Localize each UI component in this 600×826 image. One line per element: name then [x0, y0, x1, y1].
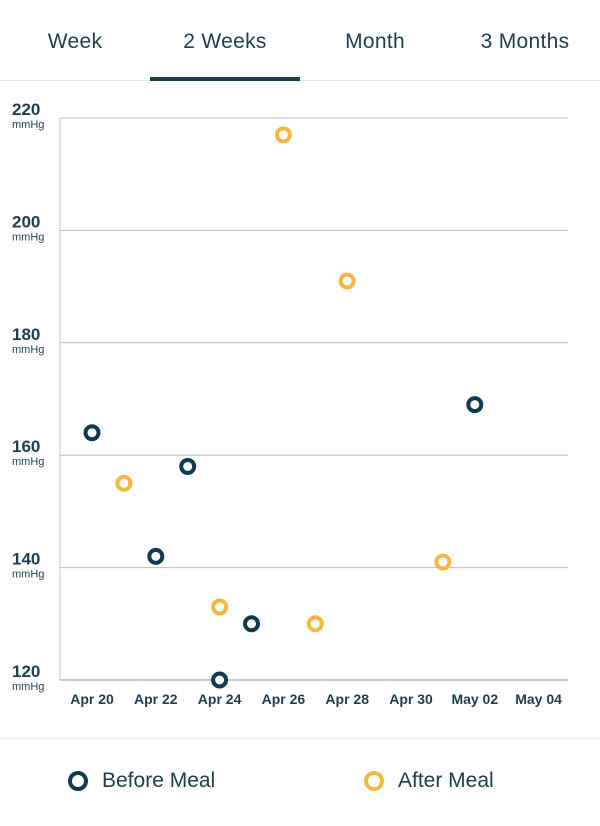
y-tick-label-120: 120 [12, 662, 40, 681]
point-before-meal-apr-20 [83, 424, 101, 442]
point-before-meal-apr-22 [147, 547, 165, 565]
x-tick-label-apr-22: Apr 22 [134, 691, 178, 707]
y-unit-label-180: mmHg [12, 344, 44, 356]
x-tick-label-may-04: May 04 [515, 691, 562, 707]
after-meal-marker-icon [364, 771, 384, 791]
point-before-meal-apr-25 [243, 615, 260, 633]
y-unit-label-220: mmHg [12, 119, 44, 131]
legend-label-after-meal: After Meal [398, 769, 494, 792]
x-tick-label-may-02: May 02 [451, 691, 498, 707]
y-unit-label-200: mmHg [12, 231, 44, 243]
point-after-meal-apr-26 [274, 126, 292, 144]
point-after-meal-apr-21 [115, 474, 133, 492]
before-meal-marker-icon [68, 771, 88, 791]
y-tick-label-200: 200 [12, 212, 40, 231]
tab-month[interactable]: Month [345, 30, 405, 53]
legend-item-before-meal: Before Meal [68, 769, 215, 793]
tab-3-months[interactable]: 3 Months [480, 30, 570, 53]
x-tick-label-apr-28: Apr 28 [325, 691, 369, 707]
y-tick-label-220: 220 [12, 100, 40, 119]
point-before-meal-apr-24 [211, 671, 229, 689]
range-tabs: Week 2 Weeks Month 3 Months [0, 0, 600, 81]
x-tick-label-apr-26: Apr 26 [262, 691, 306, 707]
tab-2-weeks[interactable]: 2 Weeks [150, 0, 300, 81]
point-before-meal-apr-23 [179, 457, 197, 475]
point-after-meal-may-01 [434, 553, 452, 571]
x-tick-label-apr-24: Apr 24 [198, 691, 242, 707]
blood-pressure-scatter-chart: 120mmHg140mmHg160mmHg180mmHg200mmHg220mm… [12, 100, 568, 707]
y-unit-label-160: mmHg [12, 456, 44, 468]
tab-week[interactable]: Week [47, 30, 103, 53]
point-after-meal-apr-24 [211, 598, 229, 616]
legend-label-before-meal: Before Meal [102, 769, 216, 792]
point-after-meal-apr-28 [338, 272, 356, 290]
legend-item-after-meal: After Meal [364, 769, 494, 793]
y-unit-label-120: mmHg [12, 681, 44, 693]
y-tick-label-140: 140 [12, 550, 40, 569]
chart-legend: Before Meal After Meal [0, 738, 600, 826]
y-tick-label-160: 160 [12, 437, 40, 456]
point-after-meal-apr-27 [306, 615, 324, 633]
y-tick-label-180: 180 [12, 325, 40, 344]
x-tick-label-apr-20: Apr 20 [70, 691, 114, 707]
y-unit-label-140: mmHg [12, 569, 44, 581]
x-tick-label-apr-30: Apr 30 [389, 691, 433, 707]
point-before-meal-may-02 [466, 396, 484, 414]
